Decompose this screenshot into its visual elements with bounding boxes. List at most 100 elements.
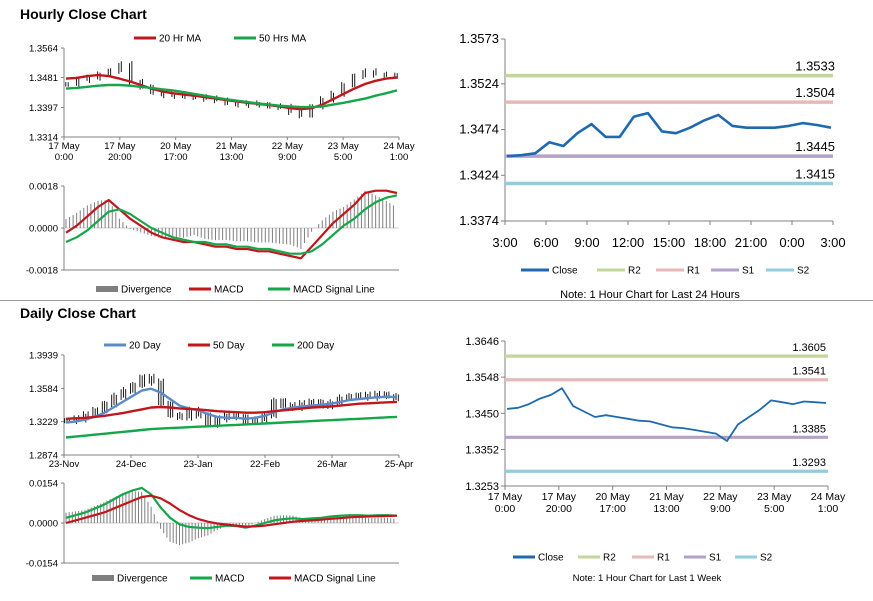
daily-levels-r2-label: 1.3605 (792, 342, 826, 354)
hourly-section-title: Hourly Close Chart (20, 6, 147, 22)
daily-price-legend-2-label: 200 Day (297, 341, 334, 352)
daily-price-ma200-line (65, 415, 398, 439)
hourly-macd-y-tick-2: -0.0018 (26, 266, 58, 277)
daily-levels-x-tick-time-2: 17:00 (600, 503, 626, 515)
daily-levels-x-tick-time-4: 9:00 (710, 503, 731, 515)
hourly-levels-r1-label: 1.3504 (795, 85, 835, 100)
daily-macd-legend-0-label: Divergence (117, 574, 168, 585)
hourly-levels-x-tick-5: 18:00 (694, 235, 727, 250)
daily-macd-y-tick-1: 0.0000 (29, 519, 58, 530)
daily-levels-y-tick-0: 1.3646 (465, 336, 499, 348)
daily-levels-x-tick-time-1: 20:00 (546, 503, 572, 515)
hourly-price-y-tick-2: 1.3397 (29, 103, 58, 114)
daily-levels-y-tick-4: 1.3253 (465, 481, 499, 493)
daily-levels-r1-label: 1.3541 (792, 366, 826, 378)
hourly-levels-s2-label: 1.3415 (795, 167, 835, 182)
daily-price-legend-0-label: 20 Day (129, 341, 161, 352)
daily-price-ma20-line (65, 387, 398, 424)
daily-levels-y-tick-2: 1.3450 (465, 408, 499, 420)
hourly-macd-legend-0-label: Divergence (121, 285, 172, 296)
daily-macd-y-tick-0: 0.0154 (29, 479, 58, 490)
daily-levels-s1-label: 1.3385 (792, 423, 826, 435)
daily-price-x-tick-3: 22-Feb (250, 459, 280, 470)
daily-levels-x-tick-date-4: 22 May (703, 491, 738, 503)
daily-price-x-tick-2: 23-Jan (183, 459, 212, 470)
daily-section-title: Daily Close Chart (20, 305, 136, 321)
hourly-levels-note: Note: 1 Hour Chart for Last 24 Hours (560, 289, 740, 301)
hourly-price-x-tick-date-4: 22 May (272, 141, 303, 152)
hourly-levels-x-tick-0: 3:00 (492, 235, 517, 250)
hourly-levels-y-tick-1: 1.3524 (459, 76, 499, 91)
hourly-levels-y-tick-3: 1.3424 (459, 167, 499, 182)
hourly-levels-x-tick-2: 9:00 (574, 235, 599, 250)
hourly-levels-y-tick-2: 1.3474 (459, 122, 499, 137)
hourly-levels-legend-2-label: R1 (687, 266, 700, 277)
daily-price-x-tick-4: 26-Mar (317, 459, 347, 470)
daily-price-x-tick-0: 23-Nov (49, 459, 80, 470)
hourly-levels-x-tick-3: 12:00 (612, 235, 645, 250)
daily-levels-x-tick-date-1: 17 May (542, 491, 577, 503)
hourly-price-x-tick-time-0: 0:00 (55, 152, 74, 163)
daily-levels-legend-4-label: S2 (760, 553, 773, 564)
daily-price-y-tick-0: 1.3939 (29, 351, 58, 362)
daily-macd-signal-line (65, 494, 398, 528)
hourly-levels-y-tick-4: 1.3374 (459, 213, 499, 228)
daily-levels-x-tick-time-5: 5:00 (764, 503, 785, 515)
hourly-price-x-tick-date-0: 17 May (48, 141, 79, 152)
daily-levels-x-tick-date-0: 17 May (488, 491, 523, 503)
hourly-price-x-tick-time-1: 20:00 (108, 152, 132, 163)
hourly-price-ohlc-bars (65, 61, 398, 119)
daily-levels-x-tick-date-3: 21 May (649, 491, 684, 503)
hourly-levels-x-tick-1: 6:00 (533, 235, 558, 250)
hourly-levels-legend-3-label: S1 (742, 266, 755, 277)
daily-levels-x-tick-date-6: 24 May (811, 491, 846, 503)
hourly-price-x-tick-time-6: 1:00 (390, 152, 409, 163)
hourly-price-x-tick-date-5: 23 May (328, 141, 359, 152)
hourly-price-x-tick-date-3: 21 May (216, 141, 247, 152)
hourly-levels-y-tick-0: 1.3573 (459, 31, 499, 46)
hourly-levels-x-tick-8: 3:00 (820, 235, 845, 250)
daily-price-x-tick-1: 24-Dec (116, 459, 147, 470)
daily-macd-legend-0-swatch (92, 575, 114, 581)
hourly-price-x-tick-time-3: 13:00 (220, 152, 244, 163)
hourly-price-legend-0-label: 20 Hr MA (159, 34, 202, 45)
hourly-macd-legend-0-swatch (96, 286, 118, 292)
hourly-price-x-tick-date-6: 24 May (383, 141, 414, 152)
daily-levels-s2-label: 1.3293 (792, 457, 826, 469)
daily-price-y-tick-1: 1.3584 (29, 384, 58, 395)
hourly-macd-signal-line (65, 194, 398, 255)
daily-price-x-tick-5: 25-Apr (385, 459, 414, 470)
daily-macd-legend-1-label: MACD (215, 574, 244, 585)
hourly-levels-s1-label: 1.3445 (795, 139, 835, 154)
hourly-levels-legend-4-label: S2 (797, 266, 810, 277)
daily-levels-x-tick-time-6: 1:00 (818, 503, 839, 515)
hourly-price-x-tick-date-2: 20 May (160, 141, 191, 152)
hourly-price-x-tick-time-4: 9:00 (278, 152, 297, 163)
daily-price-legend-1-label: 50 Day (213, 341, 245, 352)
hourly-macd-divergence-bars (65, 190, 394, 249)
daily-price-y-tick-2: 1.3229 (29, 417, 58, 428)
daily-macd-y-tick-2: -0.0154 (26, 559, 58, 570)
hourly-price-ma50-line (65, 83, 398, 109)
hourly-price-x-tick-time-5: 5:00 (334, 152, 353, 163)
daily-levels-legend-2-label: R1 (657, 553, 670, 564)
hourly-levels-r2-label: 1.3533 (795, 59, 835, 74)
daily-levels-y-tick-1: 1.3548 (465, 372, 499, 384)
daily-levels-legend-1-label: R2 (603, 553, 616, 564)
daily-levels-legend-3-label: S1 (709, 553, 722, 564)
hourly-levels-legend-0-label: Close (552, 266, 578, 277)
daily-levels-legend-0-label: Close (538, 553, 564, 564)
hourly-levels-x-tick-6: 21:00 (735, 235, 768, 250)
section-divider (0, 300, 873, 301)
hourly-macd-y-tick-1: 0.0000 (29, 224, 58, 235)
daily-price-ma50-line (65, 400, 398, 420)
hourly-price-y-tick-0: 1.3564 (29, 44, 58, 55)
hourly-price-x-tick-date-1: 17 May (104, 141, 135, 152)
daily-levels-x-tick-time-0: 0:00 (495, 503, 516, 515)
daily-price-y-tick-3: 1.2874 (29, 451, 58, 462)
daily-levels-note: Note: 1 Hour Chart for Last 1 Week (573, 573, 722, 584)
hourly-macd-legend-2-label: MACD Signal Line (293, 285, 375, 296)
daily-levels-x-tick-date-2: 20 May (595, 491, 630, 503)
daily-levels-x-tick-time-3: 13:00 (653, 503, 679, 515)
